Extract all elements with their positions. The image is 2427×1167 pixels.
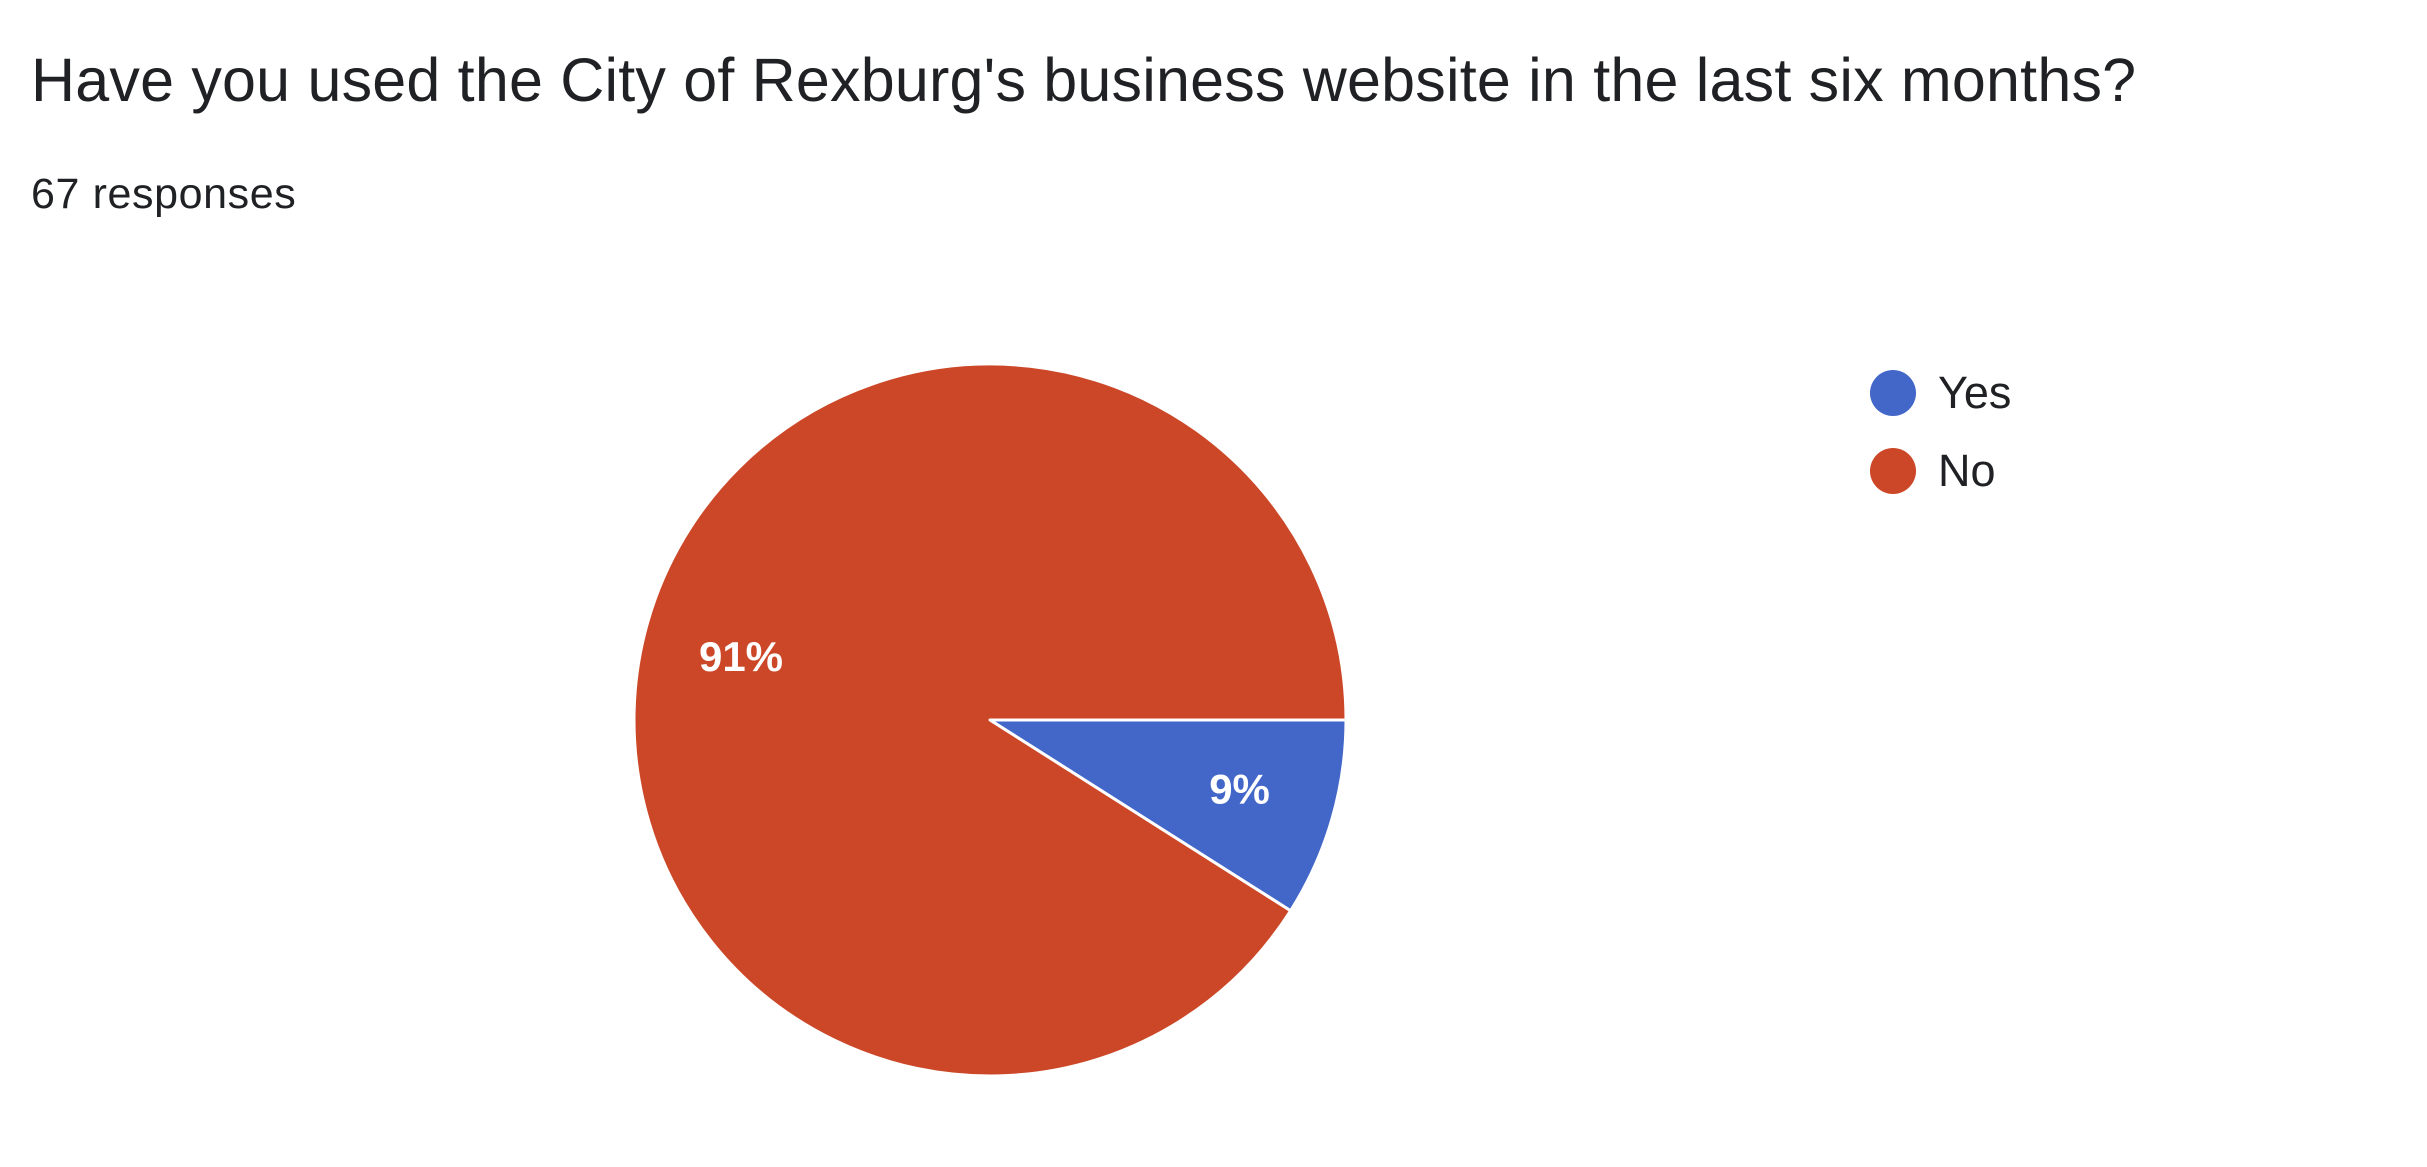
legend-swatch-icon <box>1870 370 1916 416</box>
pie-slice-yes[interactable] <box>988 718 1348 913</box>
legend-item-no[interactable]: No <box>1870 432 2011 510</box>
legend-label: Yes <box>1938 367 2012 418</box>
response-count: 67 responses <box>31 170 297 218</box>
legend-label: No <box>1938 445 1996 496</box>
question-title: Have you used the City of Rexburg's busi… <box>31 46 2137 114</box>
chart-legend: Yes No <box>1870 354 2011 510</box>
legend-swatch-icon <box>1870 448 1916 494</box>
slice-label-yes: 9% <box>1209 766 1270 813</box>
slice-label-no: 91% <box>699 633 783 680</box>
legend-item-yes[interactable]: Yes <box>1870 354 2011 432</box>
pie-slice-no[interactable] <box>632 362 1348 1078</box>
